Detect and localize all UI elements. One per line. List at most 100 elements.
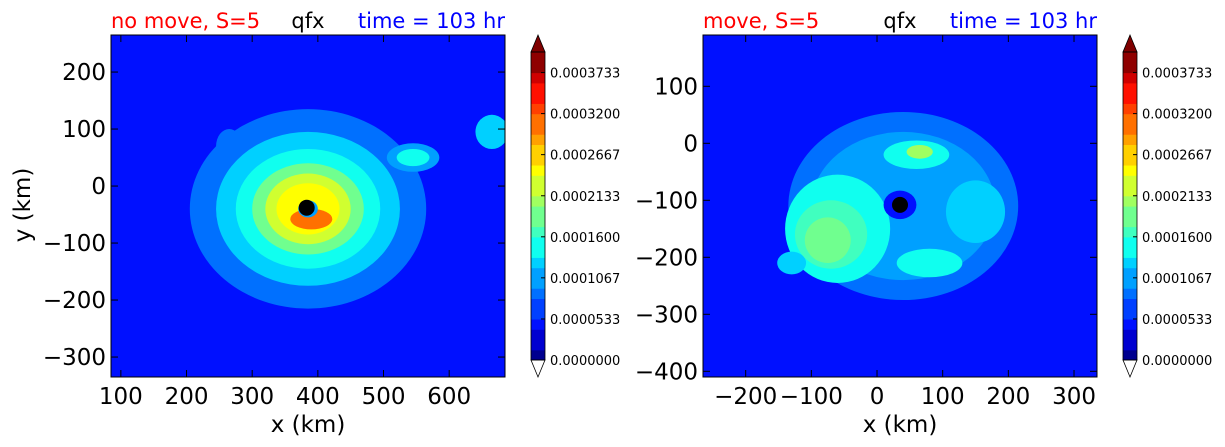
colorbar-extend-max <box>1122 33 1138 53</box>
contour-region <box>777 251 807 275</box>
colorbar-segment <box>1123 318 1137 330</box>
colorbar-segment <box>531 267 545 279</box>
y-tick-label: −200 <box>635 245 698 271</box>
colorbar-segment <box>1123 267 1137 279</box>
colorbar-segment <box>1123 62 1137 74</box>
colorbar-tick-label: 0.0000000 <box>550 354 620 369</box>
colorbar-segment <box>1123 123 1137 135</box>
x-tick-label: 300 <box>1052 384 1096 410</box>
colorbar-segment <box>1123 113 1137 125</box>
colorbar-segment <box>531 329 545 341</box>
colorbar-segment <box>1123 226 1137 238</box>
colorbar-segment <box>531 154 545 166</box>
colorbar-segment <box>531 134 545 145</box>
y-tick-label: 100 <box>62 117 106 143</box>
colorbar-segment <box>1123 349 1137 361</box>
colorbar-tick-label: 0.0000533 <box>550 313 620 328</box>
colorbar-segment <box>531 247 545 258</box>
colorbar-segment <box>1123 288 1137 299</box>
colorbar-segment <box>1123 216 1137 228</box>
x-axis-label: x (km) <box>863 412 938 438</box>
colorbar-segment <box>1123 93 1137 104</box>
colorbar-tick-label: 0.0000000 <box>1142 354 1212 369</box>
panel-right-title: time = 103 hr <box>358 9 505 33</box>
colorbar-tick-label: 0.0002133 <box>550 190 620 205</box>
colorbar-tick-label: 0.0002133 <box>1142 190 1212 205</box>
plot-frame <box>110 34 506 378</box>
y-tick-label: −400 <box>635 359 698 385</box>
colorbar-segment <box>1123 298 1137 310</box>
contour-region <box>945 180 1006 244</box>
colorbar-frame <box>1122 51 1138 361</box>
colorbar-segment <box>1123 257 1137 269</box>
colorbar-segment <box>531 82 545 94</box>
y-axis-label: y (km) <box>10 168 36 243</box>
colorbar-segment <box>1123 308 1137 320</box>
colorbar-tick-label: 0.0001067 <box>1142 272 1212 287</box>
colorbar-segment <box>1123 134 1137 145</box>
colorbar-segment <box>531 164 545 176</box>
panel-left-title: move, S=5 <box>703 9 819 33</box>
x-axis-label: x (km) <box>271 412 346 438</box>
storm-center-marker <box>298 199 315 216</box>
y-tick-label: −300 <box>635 302 698 328</box>
y-tick-label: 0 <box>91 174 106 200</box>
contour-field <box>703 35 1097 377</box>
colorbar-segment <box>1123 329 1137 341</box>
colorbar-segment <box>1123 103 1137 115</box>
x-tick-label: 200 <box>165 384 209 410</box>
colorbar-segment <box>1123 195 1137 207</box>
colorbar-segment <box>531 103 545 115</box>
colorbar-tick-label: 0.0000533 <box>1142 313 1212 328</box>
panel-center-title: qfx <box>291 9 324 33</box>
colorbar-segment <box>1123 247 1137 258</box>
colorbar-segment <box>531 318 545 330</box>
colorbar-segment <box>1123 339 1137 351</box>
colorbar-tick-label: 0.0003733 <box>550 67 620 82</box>
colorbar-tick-label: 0.0001600 <box>1142 231 1212 246</box>
panel-no-move: no move, S=5 qfx time = 103 hr x (km) y … <box>10 9 506 438</box>
y-tick-label: −100 <box>635 188 698 214</box>
colorbar-tick-label: 0.0003200 <box>1142 108 1212 123</box>
colorbar-segment <box>531 349 545 361</box>
colorbar-tick-label: 0.0002667 <box>550 149 620 164</box>
colorbar-segment <box>1123 164 1137 176</box>
x-tick-label: 100 <box>99 384 143 410</box>
colorbar-segment <box>531 62 545 74</box>
colorbar-segment <box>531 339 545 351</box>
panel-right-title: time = 103 hr <box>950 9 1097 33</box>
contour-region <box>475 114 505 149</box>
contour-region <box>906 145 933 159</box>
colorbar-segment <box>531 308 545 320</box>
colorbar-segment <box>1123 175 1137 187</box>
colorbar-segment <box>1123 277 1137 289</box>
x-tick-label: 200 <box>986 384 1030 410</box>
colorbar-tick-label: 0.0002667 <box>1142 149 1212 164</box>
colorbar-segment <box>1123 206 1137 217</box>
colorbar-segment <box>531 216 545 228</box>
colorbar-segment <box>531 144 545 156</box>
colorbar-segment <box>531 113 545 125</box>
colorbar-segment <box>531 175 545 187</box>
colorbar-tick-label: 0.0003200 <box>550 108 620 123</box>
colorbar: 0.0000000 0.0000533 0.0001067 0.0001600 0.00… <box>530 33 620 379</box>
y-tick-label: 100 <box>654 74 698 100</box>
x-tick-label: 300 <box>230 384 274 410</box>
colorbar-segment <box>531 288 545 299</box>
y-tick-label: −200 <box>43 288 106 314</box>
colorbar-segment <box>531 185 545 197</box>
colorbar-segment <box>1123 236 1137 248</box>
colorbar: 0.0000000 0.0000533 0.0001067 0.0001600 0.00… <box>1122 33 1212 379</box>
x-tick-label: 0 <box>870 384 885 410</box>
y-tick-label: 200 <box>62 60 106 86</box>
colorbar-segment <box>531 226 545 238</box>
colorbar-tick-label: 0.0003733 <box>1142 67 1212 82</box>
y-tick-label: 0 <box>683 131 698 157</box>
contour-region <box>896 248 963 278</box>
colorbar-segment <box>531 123 545 135</box>
colorbar-segment <box>531 93 545 104</box>
colorbar-segment <box>531 52 545 63</box>
contour-region <box>396 149 430 167</box>
plot-frame <box>702 34 1098 378</box>
